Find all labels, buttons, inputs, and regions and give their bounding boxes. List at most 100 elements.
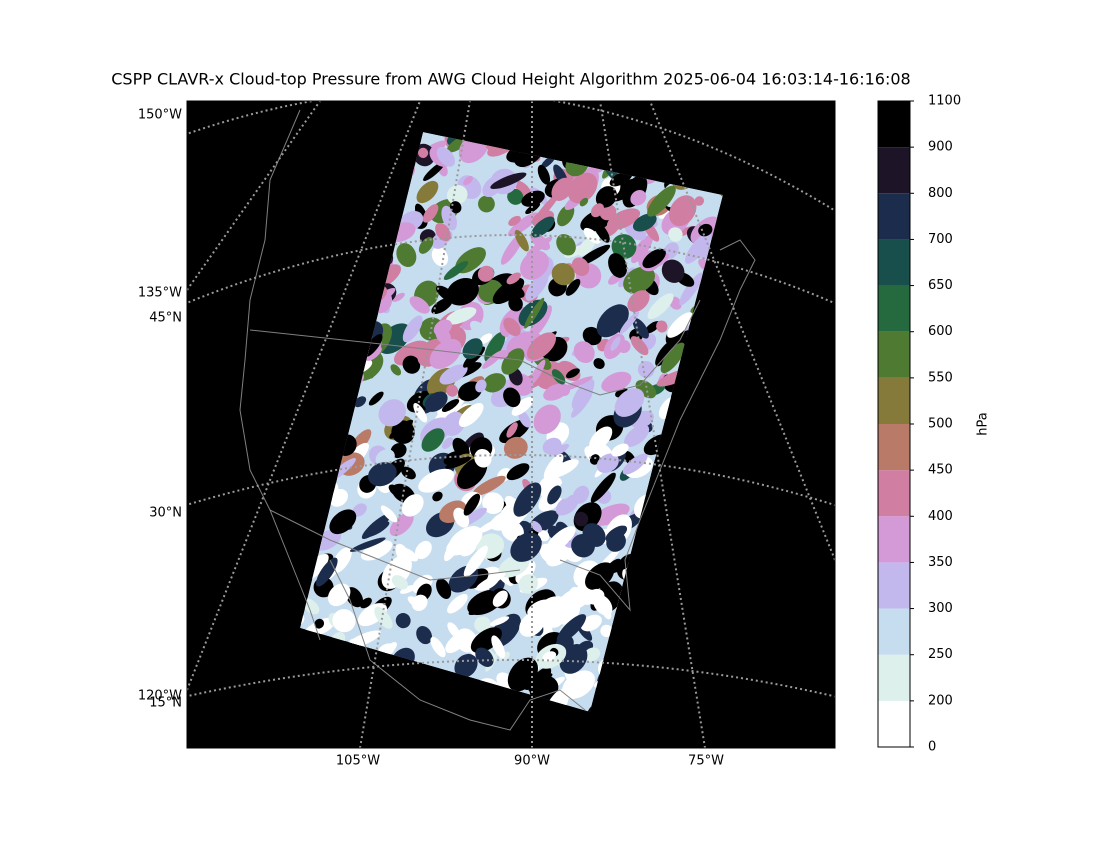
cloud-patch <box>606 532 626 552</box>
cloud-patch <box>508 215 521 226</box>
colorbar-tick-label: 500 <box>928 417 953 432</box>
cloud-patch <box>549 459 579 478</box>
cloud-patch <box>573 511 589 527</box>
cloud-patch <box>557 204 575 227</box>
cloud-patch <box>698 223 713 237</box>
cloud-patch <box>415 540 432 560</box>
cloud-patch <box>447 593 468 614</box>
cloud-patch <box>393 340 429 366</box>
colorbar-tick-label: 1100 <box>928 94 961 109</box>
cloud-patch <box>542 651 557 662</box>
cloud-patch <box>601 371 632 393</box>
colorbar-segment <box>878 331 910 378</box>
cloud-patch <box>396 243 417 268</box>
cloud-patch <box>401 466 416 480</box>
cloud-patch <box>482 492 504 515</box>
cloud-patch <box>430 636 446 658</box>
cloud-patch <box>445 307 477 325</box>
cloud-patch <box>558 478 575 500</box>
cloud-patch <box>422 204 439 223</box>
cloud-patch <box>354 396 367 408</box>
cloud-patch <box>543 453 564 480</box>
cloud-patch <box>421 428 445 452</box>
cloud-patch <box>660 342 686 374</box>
cloud-patch <box>368 391 384 406</box>
cloud-patch <box>329 488 348 507</box>
cloud-patch <box>314 618 325 629</box>
cloud-patch <box>524 673 553 690</box>
cloud-patch <box>447 622 460 638</box>
cloud-patch <box>364 521 390 538</box>
cloud-patch <box>329 509 357 535</box>
cloud-patch <box>474 616 491 633</box>
graticule-label: 150°W <box>138 108 182 123</box>
colorbar-tick-label: 400 <box>928 509 953 524</box>
cloud-patch <box>596 304 629 338</box>
cloud-patch <box>411 594 428 612</box>
cloud-patch <box>545 526 576 553</box>
colorbar-tick-label: 700 <box>928 232 953 247</box>
cloud-patch <box>600 624 613 638</box>
colorbar-tick-label: 650 <box>928 278 953 293</box>
cloud-patch <box>402 315 423 343</box>
cloud-patch <box>622 453 648 475</box>
cloud-patch <box>388 484 402 497</box>
cloud-patch <box>458 403 484 428</box>
cloud-patch <box>614 388 645 417</box>
cloud-patch <box>445 456 472 469</box>
cloud-patch <box>630 190 647 206</box>
cloud-patch <box>446 384 459 397</box>
colorbar-segment <box>878 516 910 563</box>
cloud-patch <box>530 520 543 533</box>
cloud-patch <box>491 635 506 659</box>
cloud-patch <box>566 368 580 379</box>
cloud-patch <box>623 424 650 447</box>
cloud-patch <box>490 172 527 190</box>
cloud-patch <box>518 410 531 428</box>
cloud-patch <box>556 234 576 256</box>
cloud-patch <box>571 257 590 277</box>
cloud-patch <box>514 229 529 252</box>
graticule-label: 30°N <box>149 506 182 521</box>
cloud-patch <box>506 463 530 481</box>
cloud-patch <box>400 585 416 594</box>
cloud-patch <box>349 537 386 552</box>
cloud-patch <box>552 443 570 456</box>
cloud-patch <box>384 642 397 655</box>
colorbar-segment <box>878 470 910 517</box>
cloud-patch <box>571 378 595 410</box>
cloud-patch <box>478 195 495 213</box>
cloud-patch <box>684 232 712 264</box>
cloud-patch <box>529 359 546 386</box>
cloud-patch <box>530 233 551 251</box>
cloud-patch <box>533 404 561 435</box>
cloud-patch <box>508 212 539 237</box>
cloud-patch <box>441 437 454 449</box>
cloud-patch <box>482 373 506 393</box>
cloud-patch <box>594 221 610 243</box>
graticule <box>599 101 706 748</box>
cloud-patch <box>436 147 455 167</box>
graticule-label: 45°N <box>149 311 182 326</box>
colorbar-segment <box>878 700 910 747</box>
cloud-patch <box>537 596 569 623</box>
cloud-patch <box>431 246 449 267</box>
cloud-patch <box>448 525 483 556</box>
cloud-patch <box>537 530 550 542</box>
cloud-patch <box>416 625 433 645</box>
cloud-patch <box>441 398 460 412</box>
cloud-patch <box>503 317 521 337</box>
colorbar-tick-label: 350 <box>928 555 953 570</box>
cloud-patch <box>472 475 506 497</box>
cloud-patch <box>433 319 452 336</box>
cloud-patch <box>589 426 613 451</box>
cloud-patch <box>668 227 683 242</box>
cloud-patch <box>694 196 705 206</box>
cloud-patch <box>582 326 602 346</box>
cloud-patch <box>424 391 448 412</box>
cloud-patch <box>592 503 630 526</box>
cloud-patch <box>596 453 619 473</box>
cloud-patch <box>529 305 552 338</box>
coastline <box>239 109 756 731</box>
cloud-patch <box>669 195 697 227</box>
